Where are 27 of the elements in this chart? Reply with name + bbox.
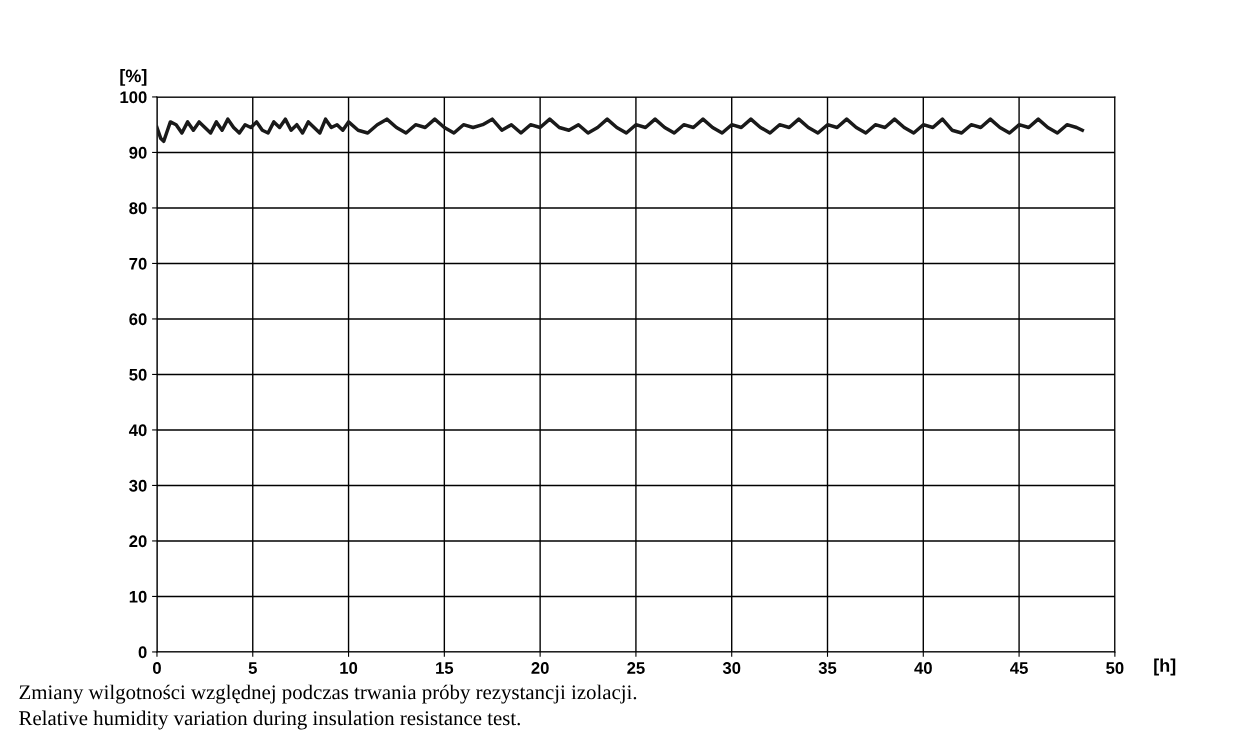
y-tick-label: 30 xyxy=(129,479,147,492)
y-tick-label: 40 xyxy=(128,424,147,437)
x-tick-label: 10 xyxy=(340,662,358,674)
x-tick-label: 45 xyxy=(1010,662,1028,674)
y-tick-label: 50 xyxy=(129,368,147,381)
x-tick-label: 5 xyxy=(248,662,257,674)
y-tick-label: 10 xyxy=(129,590,147,603)
y-axis-title: [%] xyxy=(120,69,147,86)
x-axis-title: [h] xyxy=(1154,658,1176,676)
x-tick-label: 35 xyxy=(818,662,837,674)
y-tick-label: 80 xyxy=(129,202,147,215)
x-tick-label: 40 xyxy=(914,662,932,674)
text: Zmiany wilgotności względnej podczas trwania próby rezystancji izolacji. xyxy=(19,684,637,704)
x-tick-label: 25 xyxy=(627,662,645,674)
x-tick-label: 0 xyxy=(153,662,161,674)
x-tick-label: 15 xyxy=(436,662,454,674)
x-tick-label: 30 xyxy=(722,662,741,674)
line-series xyxy=(156,117,1085,144)
y-tick-label: 100 xyxy=(120,91,147,104)
x-tick-label: 20 xyxy=(531,662,549,674)
y-tick-label: 90 xyxy=(129,146,147,159)
y-tick-label: 0 xyxy=(138,646,147,659)
y-tick-label: 20 xyxy=(129,535,147,548)
text: Relative humidity variation during insulation resistance test. xyxy=(19,710,520,730)
y-tick-label: 70 xyxy=(129,257,147,270)
x-tick-label: 50 xyxy=(1106,662,1124,674)
y-tick-label: 60 xyxy=(129,313,147,326)
